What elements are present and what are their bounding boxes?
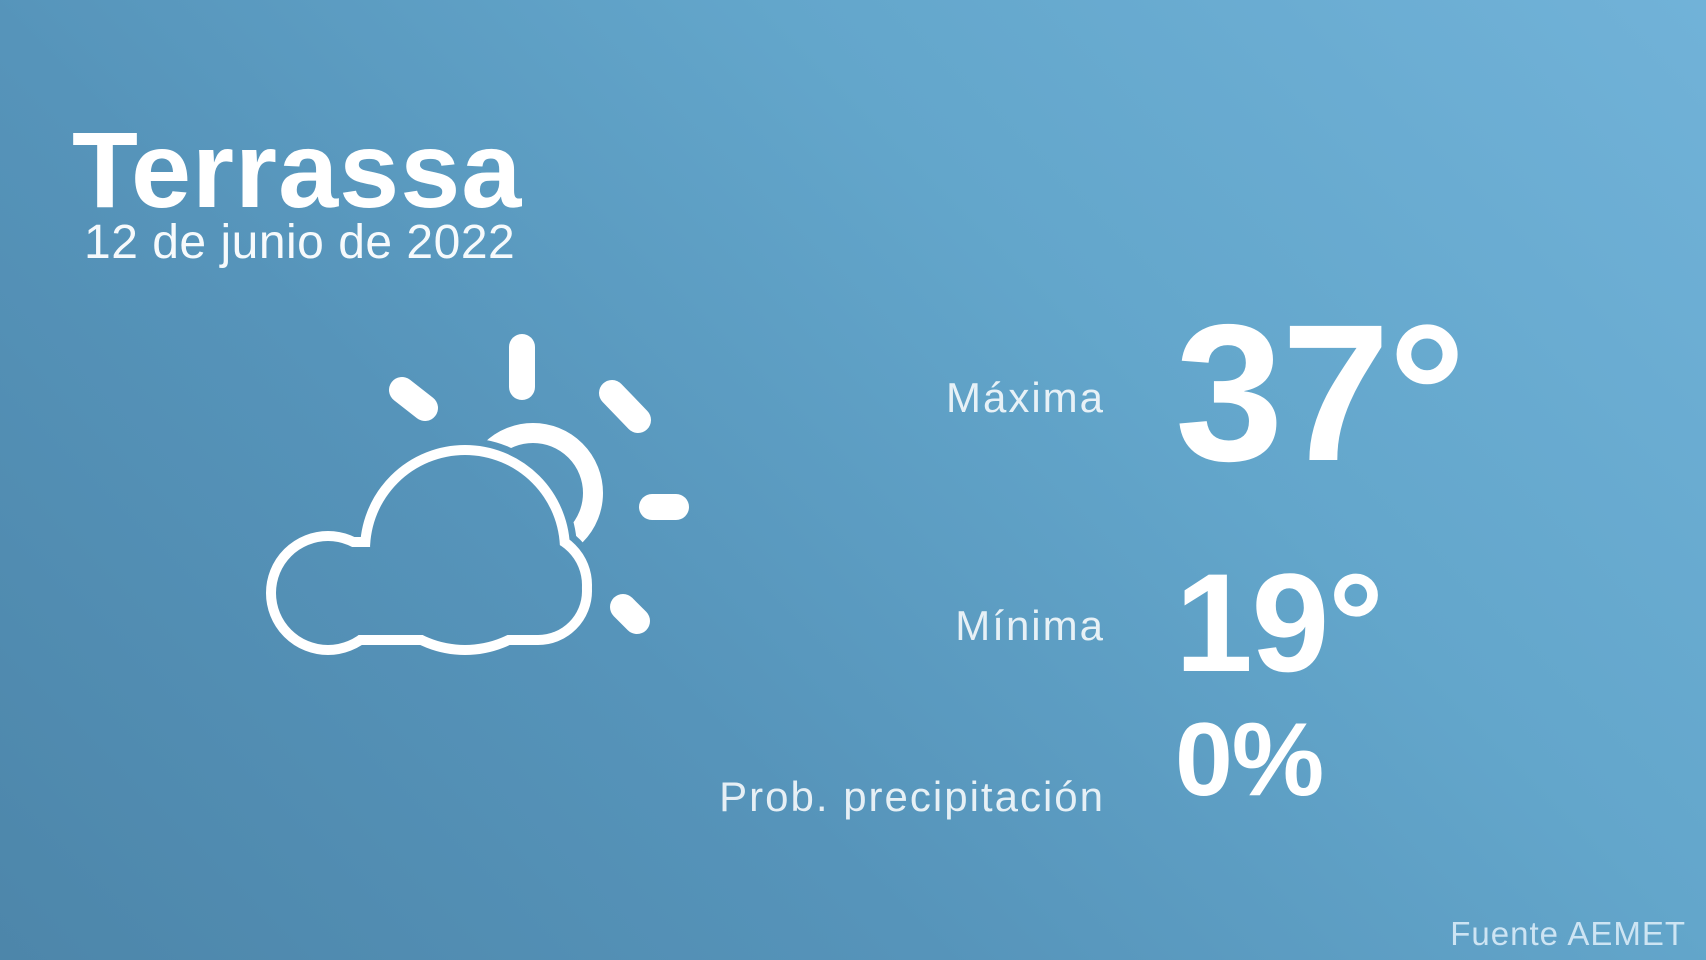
max-temp-value: 37° <box>1175 284 1466 502</box>
date-label: 12 de junio de 2022 <box>84 216 516 269</box>
weather-icon-container <box>240 295 700 655</box>
precipitation-value: 0% <box>1175 702 1324 818</box>
source-credit: Fuente AEMET <box>1450 915 1686 952</box>
max-temp-label: Máxima <box>945 374 1105 421</box>
cloud-shape <box>266 445 592 655</box>
precipitation-label: Prob. precipitación <box>719 773 1105 820</box>
sun-behind-cloud-icon <box>266 334 689 655</box>
min-temp-value: 19° <box>1175 544 1384 701</box>
page-title: Terrassa <box>72 109 523 230</box>
min-temp-label: Mínima <box>955 602 1105 649</box>
